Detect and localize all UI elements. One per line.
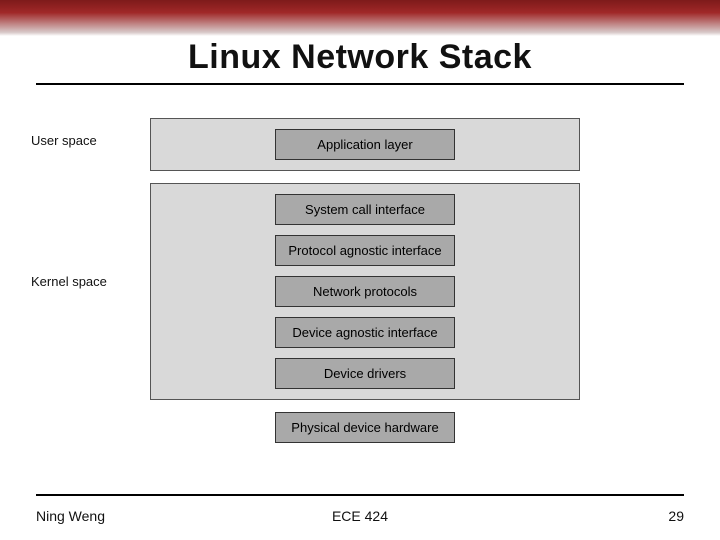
user-space-label: User space [31,133,97,148]
box-application-layer: Application layer [275,129,455,160]
box-device-agnostic: Device agnostic interface [275,317,455,348]
box-device-drivers: Device drivers [275,358,455,389]
footer: Ning Weng ECE 424 29 [36,508,684,524]
box-syscall-interface: System call interface [275,194,455,225]
user-space-group: User space Application layer [150,118,580,171]
slide-title: Linux Network Stack [0,38,720,77]
title-rule [36,83,684,85]
box-physical-hardware: Physical device hardware [275,412,455,443]
header-band [0,0,720,36]
footer-rule [36,494,684,496]
box-network-protocols: Network protocols [275,276,455,307]
physical-row: Physical device hardware [150,412,580,443]
kernel-space-label: Kernel space [31,274,107,289]
network-stack-diagram: User space Application layer Kernel spac… [150,118,580,443]
box-protocol-agnostic: Protocol agnostic interface [275,235,455,266]
kernel-space-group: Kernel space System call interface Proto… [150,183,580,400]
footer-course: ECE 424 [36,508,684,524]
